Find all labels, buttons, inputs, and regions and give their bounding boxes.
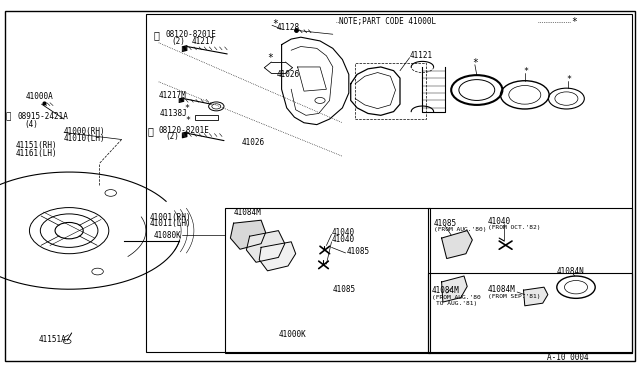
Text: 41085: 41085	[434, 219, 457, 228]
Text: (FROM SEP.'81): (FROM SEP.'81)	[488, 294, 540, 299]
Text: 41161(LH): 41161(LH)	[16, 149, 58, 158]
Text: 41000A: 41000A	[26, 92, 53, 101]
Text: (FROM OCT.'82): (FROM OCT.'82)	[488, 225, 540, 230]
Text: *: *	[184, 104, 189, 113]
Text: 41001(RH): 41001(RH)	[150, 213, 191, 222]
Text: 41128: 41128	[276, 23, 300, 32]
Text: 08120-8201E: 08120-8201E	[159, 126, 209, 135]
Text: 41084M: 41084M	[234, 208, 261, 217]
Text: TO AUG.'81): TO AUG.'81)	[436, 301, 477, 307]
Polygon shape	[442, 231, 472, 259]
Bar	[225, 208, 430, 353]
Text: 41085: 41085	[347, 247, 370, 256]
Text: Ⓥ: Ⓥ	[5, 113, 10, 122]
Text: *: *	[571, 17, 577, 26]
Text: *: *	[524, 67, 529, 76]
Text: (4): (4)	[24, 120, 38, 129]
Text: *: *	[272, 19, 278, 29]
Text: 41040: 41040	[332, 228, 355, 237]
Polygon shape	[246, 231, 285, 262]
Text: 41151A: 41151A	[38, 335, 67, 344]
Text: 08120-8201E: 08120-8201E	[165, 30, 216, 39]
Text: Ⓑ: Ⓑ	[154, 31, 160, 40]
Text: (FROM AUG.'80: (FROM AUG.'80	[432, 295, 481, 300]
Text: 41011(LH): 41011(LH)	[150, 219, 191, 228]
Text: 41080K: 41080K	[154, 231, 181, 240]
Bar	[355, 63, 426, 119]
Text: 41121: 41121	[410, 51, 433, 60]
Text: 41040: 41040	[332, 235, 355, 244]
Text: (2): (2)	[172, 37, 186, 46]
Polygon shape	[524, 287, 548, 306]
Polygon shape	[259, 242, 296, 271]
Text: Ⓑ: Ⓑ	[147, 126, 154, 136]
Bar	[428, 273, 632, 353]
Text: 41151(RH): 41151(RH)	[16, 141, 58, 150]
Polygon shape	[230, 220, 266, 249]
Text: 41217: 41217	[192, 37, 215, 46]
Text: 41000(RH): 41000(RH)	[64, 127, 106, 136]
Text: NOTE;PART CODE 41000L: NOTE;PART CODE 41000L	[339, 17, 436, 26]
Text: *: *	[472, 58, 478, 68]
Text: 41084N: 41084N	[557, 267, 584, 276]
Text: 41217M: 41217M	[159, 92, 186, 100]
Text: (FROM AUG.'80): (FROM AUG.'80)	[434, 227, 486, 232]
Text: 41138J: 41138J	[160, 109, 188, 118]
Text: 41026: 41026	[276, 70, 300, 79]
Text: A-10 0004: A-10 0004	[547, 353, 589, 362]
Text: (2): (2)	[165, 132, 179, 141]
Bar	[146, 14, 632, 352]
Text: 41040: 41040	[488, 217, 511, 226]
Text: 41085: 41085	[333, 285, 356, 294]
Text: 41084M: 41084M	[432, 286, 460, 295]
Text: 08915-2421A: 08915-2421A	[18, 112, 68, 121]
Text: *: *	[268, 54, 273, 63]
Text: 41000K: 41000K	[278, 330, 306, 339]
Text: 41010(LH): 41010(LH)	[64, 134, 106, 143]
Bar	[195, 115, 218, 120]
Bar	[428, 208, 632, 353]
Polygon shape	[442, 276, 467, 302]
Text: *: *	[186, 116, 191, 125]
Text: 41026: 41026	[242, 138, 265, 147]
Text: 41084M: 41084M	[488, 285, 515, 294]
Text: *: *	[566, 76, 572, 84]
